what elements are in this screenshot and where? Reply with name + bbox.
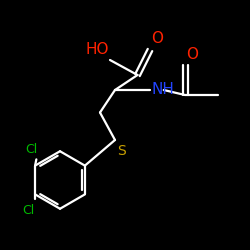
- Text: Cl: Cl: [23, 204, 35, 217]
- Text: O: O: [151, 31, 163, 46]
- Text: O: O: [186, 47, 198, 62]
- Text: S: S: [118, 144, 126, 158]
- Text: NH: NH: [151, 82, 174, 98]
- Text: HO: HO: [85, 42, 109, 58]
- Text: Cl: Cl: [25, 142, 38, 156]
